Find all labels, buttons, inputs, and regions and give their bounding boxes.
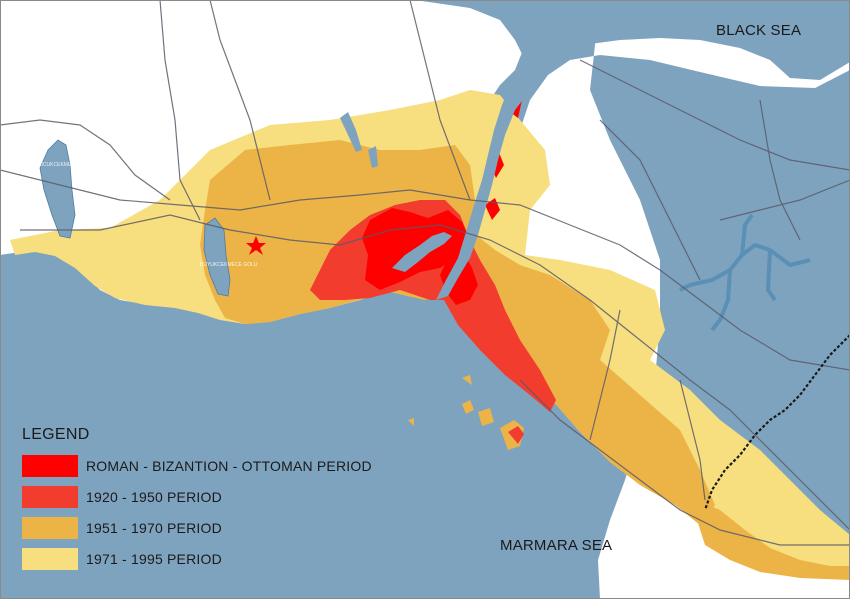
legend-item-1920-1950: 1920 - 1950 PERIOD — [22, 481, 372, 512]
legend-swatch-1971-1995 — [22, 547, 78, 570]
black-sea-label: BLACK SEA — [716, 22, 802, 39]
star-marker — [246, 236, 266, 255]
zone-1951-1970-southeast — [690, 498, 850, 580]
golden-horn — [392, 232, 452, 272]
legend-label-1920-1950: 1920 - 1950 PERIOD — [86, 488, 222, 505]
legend-item-1951-1970: 1951 - 1970 PERIOD — [22, 512, 372, 543]
legend-label-1951-1970: 1951 - 1970 PERIOD — [86, 519, 222, 536]
kucukcekmece-lake-label: KUCUKCEKMECE GOLU — [36, 162, 94, 168]
marmara-sea-label: MARMARA SEA — [500, 537, 613, 554]
legend-label-historic: ROMAN - BIZANTION - OTTOMAN PERIOD — [86, 457, 372, 474]
legend: LEGEND ROMAN - BIZANTION - OTTOMAN PERIO… — [22, 426, 372, 574]
buyukcekmece-lake — [203, 217, 231, 297]
omerli-reservoir — [679, 213, 811, 332]
kucukcekmece-lake — [39, 139, 76, 239]
bosphorus — [436, 55, 548, 300]
legend-swatch-historic — [22, 454, 78, 477]
island-historic — [508, 426, 524, 444]
legend-swatch-1951-1970 — [22, 516, 78, 539]
north-lake — [340, 112, 362, 152]
legend-label-1971-1995: 1971 - 1995 PERIOD — [86, 550, 222, 567]
railway — [703, 334, 850, 511]
legend-item-historic: ROMAN - BIZANTION - OTTOMAN PERIOD — [22, 450, 372, 481]
buyukcekmece-lake-label: BUYUKCEKMECE GOLU — [200, 262, 258, 268]
zone-1951-1970 — [200, 140, 715, 525]
legend-title: LEGEND — [22, 426, 90, 443]
black-sea-water — [415, 0, 850, 80]
road-network — [0, 0, 850, 546]
north-lake-2 — [368, 146, 378, 168]
legend-swatch-1920-1950 — [22, 485, 78, 508]
legend-item-1971-1995: 1971 - 1995 PERIOD — [22, 543, 372, 574]
